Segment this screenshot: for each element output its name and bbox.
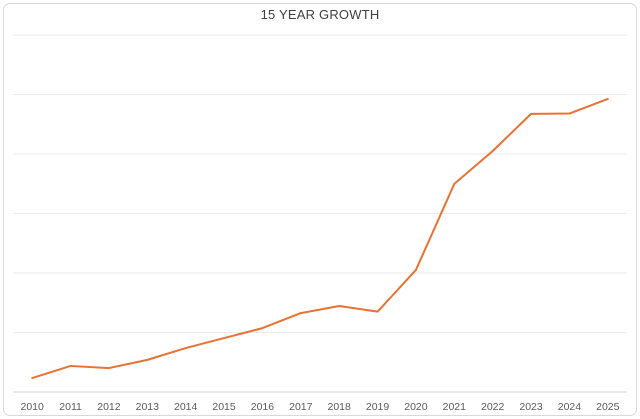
chart-title: 15 YEAR GROWTH bbox=[260, 7, 380, 22]
x-axis-tick-label: 2022 bbox=[481, 401, 505, 413]
x-axis-tick-label: 2021 bbox=[443, 401, 467, 413]
x-axis-tick-label: 2024 bbox=[558, 401, 582, 413]
x-axis-tick-label: 2023 bbox=[519, 401, 543, 413]
x-axis-tick-label: 2011 bbox=[59, 401, 82, 413]
x-axis-tick-label: 2025 bbox=[596, 401, 620, 413]
x-axis-tick-label: 2012 bbox=[97, 401, 121, 413]
x-axis-tick-label: 2015 bbox=[212, 401, 236, 413]
growth-line-series bbox=[31, 97, 609, 380]
x-axis-tick-label: 2019 bbox=[366, 401, 390, 413]
x-axis-tick-label: 2017 bbox=[289, 401, 313, 413]
x-axis-tick-label: 2010 bbox=[21, 401, 45, 413]
chart-frame bbox=[3, 3, 637, 416]
x-axis-tick-label: 2014 bbox=[174, 401, 198, 413]
x-axis-tick-label: 2013 bbox=[136, 401, 160, 413]
x-axis-tick-label: 2018 bbox=[328, 401, 352, 413]
x-axis-tick-label: 2020 bbox=[404, 401, 428, 413]
x-axis-tick-label: 2016 bbox=[251, 401, 275, 413]
